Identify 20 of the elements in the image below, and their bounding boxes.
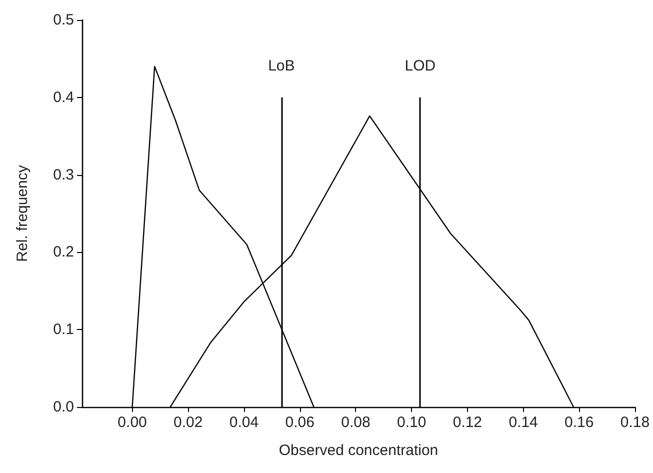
y-tick-label: 0.1 xyxy=(53,321,74,338)
y-tick-label: 0.2 xyxy=(53,244,74,261)
ref-line-label: LoB xyxy=(268,57,295,74)
x-tick-label: 0.18 xyxy=(620,414,650,431)
x-axis-title: Observed concentration xyxy=(278,442,438,459)
x-tick-label: 0.08 xyxy=(341,414,370,431)
y-tick-label: 0.5 xyxy=(53,12,74,28)
x-tick-label: 0.04 xyxy=(229,414,259,431)
y-tick-label: 0.4 xyxy=(53,88,74,106)
ref-line-label: LOD xyxy=(404,57,436,74)
x-tick-label: 0.00 xyxy=(118,414,147,431)
y-axis-title: Rel. frequency xyxy=(14,164,31,262)
x-tick-label: 0.10 xyxy=(396,414,426,431)
x-tick-label: 0.16 xyxy=(564,414,594,431)
x-tick-label: 0.06 xyxy=(285,414,314,431)
x-tick-label: 0.12 xyxy=(452,414,482,431)
x-tick-label: 0.02 xyxy=(174,414,203,431)
y-tick-label: 0.3 xyxy=(53,166,74,184)
y-tick-label: 0.0 xyxy=(53,398,74,416)
x-tick-label: 0.14 xyxy=(508,414,538,431)
